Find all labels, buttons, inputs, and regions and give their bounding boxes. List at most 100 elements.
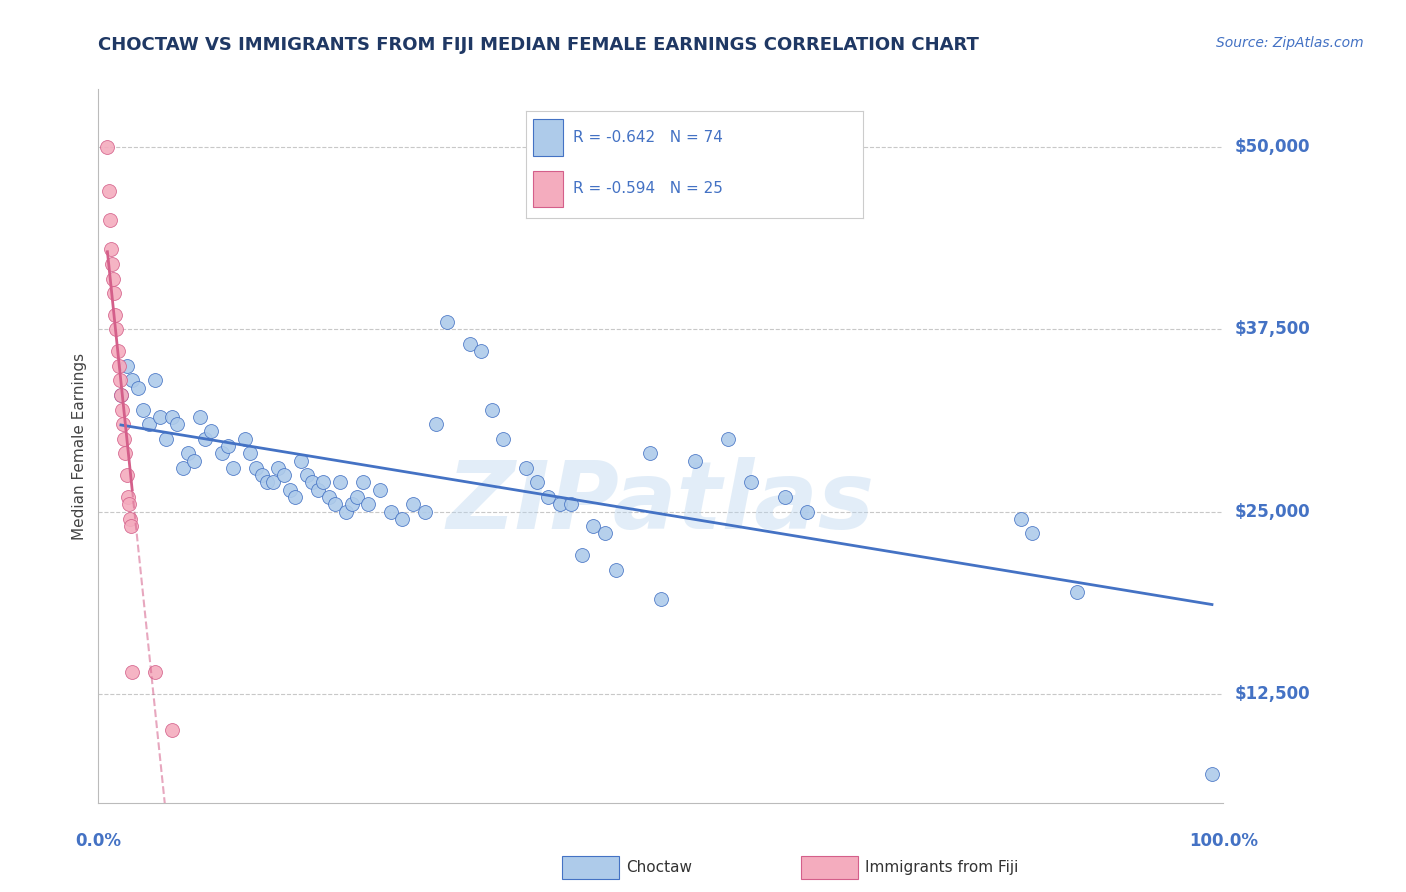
Point	[368, 483, 391, 497]
Point	[481, 402, 503, 417]
Point	[391, 512, 413, 526]
Point	[166, 417, 188, 432]
Point	[284, 490, 307, 504]
Point	[143, 374, 166, 388]
Point	[340, 497, 363, 511]
Point	[1021, 526, 1043, 541]
Point	[301, 475, 323, 490]
Point	[256, 475, 278, 490]
Point	[515, 460, 537, 475]
Point	[560, 497, 582, 511]
Point	[222, 460, 245, 475]
Point	[458, 337, 481, 351]
Point	[593, 526, 616, 541]
Point	[1066, 584, 1088, 599]
Point	[115, 468, 138, 483]
Point	[262, 475, 284, 490]
Point	[188, 409, 211, 424]
Point	[245, 460, 267, 475]
Point	[98, 213, 121, 227]
Text: $12,500: $12,500	[1234, 684, 1310, 703]
Point	[352, 475, 374, 490]
Point	[160, 723, 183, 737]
Point	[121, 374, 143, 388]
Y-axis label: Median Female Earnings: Median Female Earnings	[72, 352, 87, 540]
Point	[295, 468, 318, 483]
Point	[211, 446, 233, 460]
Point	[112, 432, 135, 446]
Point	[110, 388, 132, 402]
Point	[273, 468, 295, 483]
Point	[132, 402, 155, 417]
Point	[582, 519, 605, 533]
Point	[425, 417, 447, 432]
Point	[100, 243, 122, 257]
Point	[250, 468, 273, 483]
Point	[537, 490, 560, 504]
Point	[346, 490, 368, 504]
Text: Immigrants from Fiji: Immigrants from Fiji	[865, 860, 1018, 874]
Point	[107, 344, 129, 359]
Text: Source: ZipAtlas.com: Source: ZipAtlas.com	[1216, 36, 1364, 50]
Point	[233, 432, 256, 446]
Point	[217, 439, 239, 453]
Point	[143, 665, 166, 679]
Point	[470, 344, 492, 359]
Point	[104, 308, 127, 322]
Point	[773, 490, 796, 504]
Text: Choctaw: Choctaw	[626, 860, 692, 874]
Point	[717, 432, 740, 446]
Point	[105, 322, 128, 336]
Point	[118, 512, 141, 526]
Point	[114, 446, 136, 460]
Text: $37,500: $37,500	[1234, 320, 1310, 338]
Point	[112, 417, 135, 432]
Point	[138, 417, 160, 432]
Text: CHOCTAW VS IMMIGRANTS FROM FIJI MEDIAN FEMALE EARNINGS CORRELATION CHART: CHOCTAW VS IMMIGRANTS FROM FIJI MEDIAN F…	[98, 36, 980, 54]
Point	[177, 446, 200, 460]
Point	[101, 271, 124, 285]
Point	[120, 519, 142, 533]
Point	[118, 497, 141, 511]
Point	[402, 497, 425, 511]
Point	[1201, 766, 1223, 780]
Point	[107, 359, 129, 373]
Point	[318, 490, 340, 504]
Point	[172, 460, 194, 475]
Point	[436, 315, 458, 329]
Point	[200, 425, 222, 439]
Text: $25,000: $25,000	[1234, 502, 1310, 521]
Point	[101, 257, 124, 271]
Point	[239, 446, 262, 460]
Point	[267, 460, 290, 475]
Point	[1010, 512, 1032, 526]
Point	[605, 563, 627, 577]
Text: ZIPatlas: ZIPatlas	[447, 457, 875, 549]
Point	[312, 475, 335, 490]
Point	[683, 453, 706, 467]
Point	[357, 497, 380, 511]
Point	[335, 504, 357, 518]
Point	[111, 402, 134, 417]
Point	[160, 409, 183, 424]
Point	[638, 446, 661, 460]
Point	[149, 409, 172, 424]
Point	[117, 490, 139, 504]
Point	[155, 432, 177, 446]
Point	[413, 504, 436, 518]
Point	[740, 475, 762, 490]
Point	[492, 432, 515, 446]
Point	[103, 286, 125, 301]
Text: 100.0%: 100.0%	[1188, 832, 1258, 850]
Point	[650, 591, 672, 606]
Text: 0.0%: 0.0%	[76, 832, 121, 850]
Point	[380, 504, 402, 518]
Point	[329, 475, 352, 490]
Point	[121, 665, 143, 679]
Point	[278, 483, 301, 497]
Text: $50,000: $50,000	[1234, 138, 1310, 156]
Point	[127, 381, 149, 395]
Point	[290, 453, 312, 467]
Point	[115, 359, 138, 373]
Point	[108, 374, 131, 388]
